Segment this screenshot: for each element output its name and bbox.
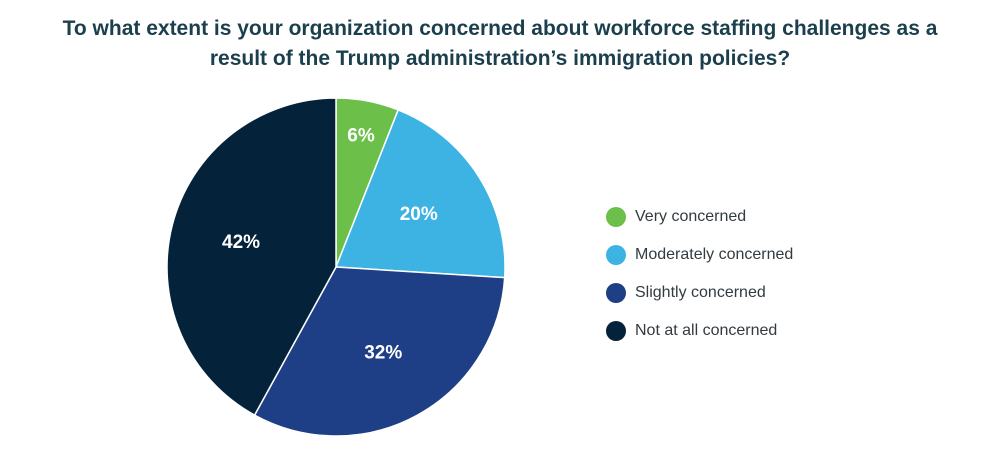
legend-label-moderately-concerned: Moderately concerned xyxy=(635,246,794,263)
pie-slice-slightly-concerned xyxy=(253,266,506,437)
legend-label-slightly-concerned: Slightly concerned xyxy=(635,284,766,301)
pie-slice-not-at-all-concerned xyxy=(166,97,337,417)
chart-title-line-1: To what extent is your organization conc… xyxy=(62,17,938,40)
pie-slice-moderately-concerned xyxy=(334,108,506,279)
legend-label-not-at-all-concerned: Not at all concerned xyxy=(635,322,778,339)
legend-swatch-slightly-concerned xyxy=(606,283,626,303)
legend-item-very-concerned: Very concerned xyxy=(606,198,793,236)
legend-swatch-moderately-concerned xyxy=(606,245,626,265)
legend-item-moderately-concerned: Moderately concerned xyxy=(606,236,793,274)
legend-swatch-very-concerned xyxy=(606,207,626,227)
data-label-moderately-concerned: 20% xyxy=(400,204,438,225)
legend: Very concerned Moderately concerned Slig… xyxy=(606,198,793,350)
data-label-slightly-concerned: 32% xyxy=(364,342,402,363)
data-label-very-concerned: 6% xyxy=(347,125,375,146)
legend-item-slightly-concerned: Slightly concerned xyxy=(606,274,793,312)
chart-title-line-2: result of the Trump administration’s imm… xyxy=(209,47,791,70)
legend-label-very-concerned: Very concerned xyxy=(635,208,747,225)
data-label-not-at-all-concerned: 42% xyxy=(222,232,260,253)
legend-swatch-not-at-all-concerned xyxy=(606,321,626,341)
legend-item-not-at-all-concerned: Not at all concerned xyxy=(606,312,793,350)
chart-title: To what extent is your organization conc… xyxy=(0,14,1000,74)
